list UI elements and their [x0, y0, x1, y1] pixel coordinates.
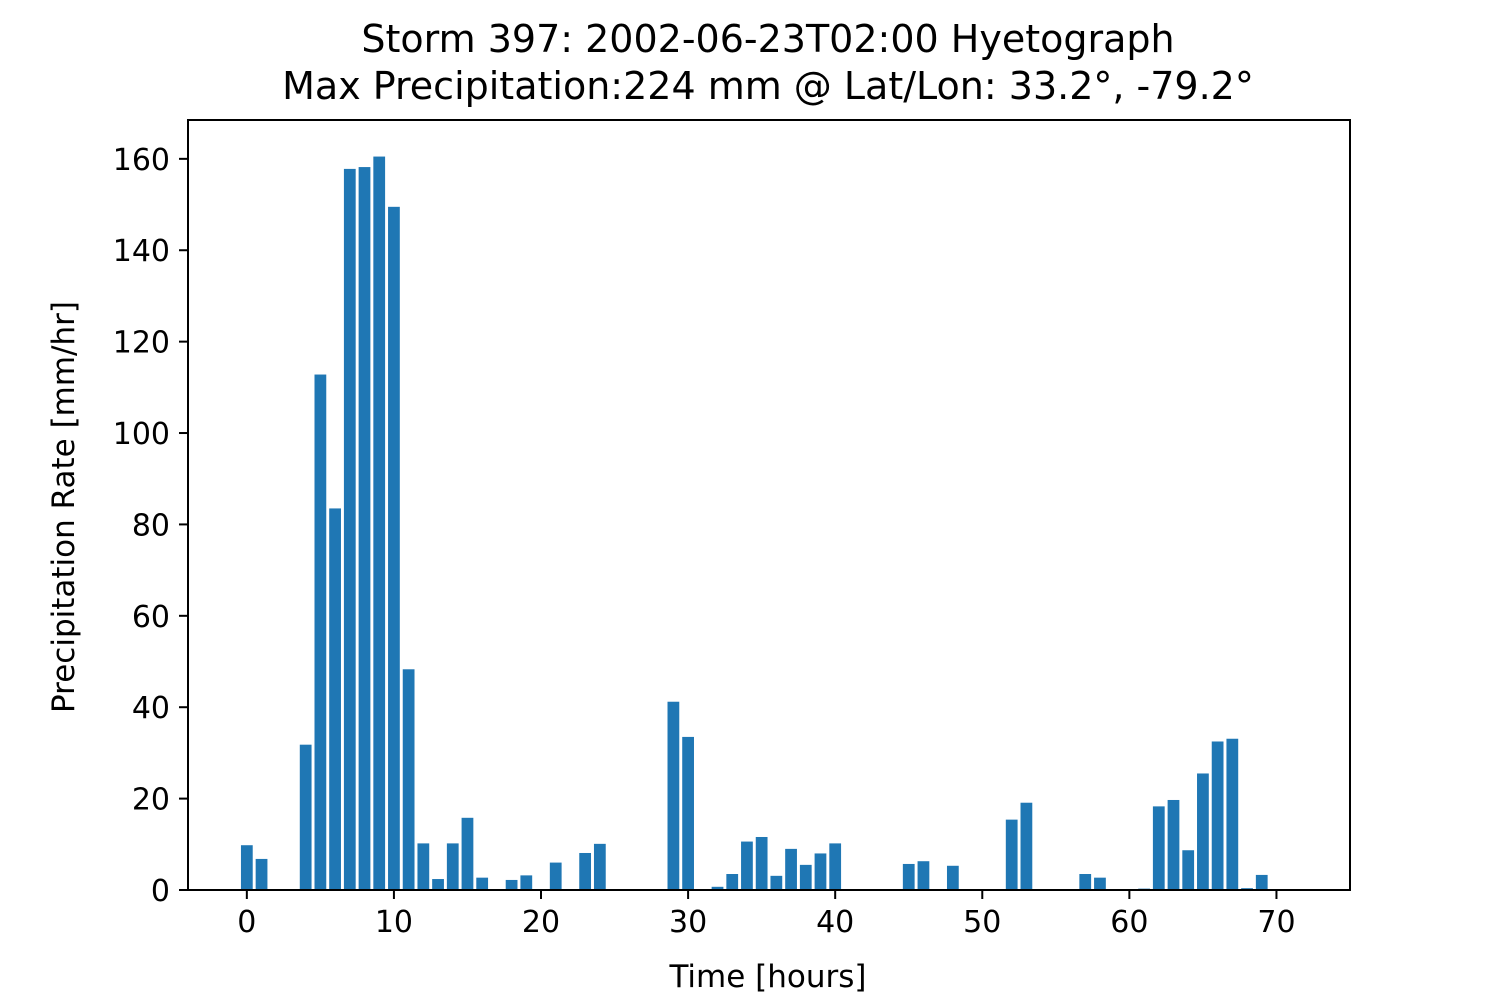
- bar-hour-21: [549, 862, 562, 890]
- y-tick-label: 100: [113, 417, 170, 452]
- bar-hour-7: [343, 168, 356, 891]
- x-tick-label: 0: [237, 905, 256, 940]
- y-tick-label: 120: [113, 326, 170, 361]
- y-tick-label: 80: [132, 508, 170, 543]
- bar-hour-8: [358, 167, 371, 891]
- bar-hour-11: [402, 669, 415, 890]
- bar-hour-16: [476, 877, 489, 890]
- bar-hour-46: [917, 861, 930, 890]
- bar-hour-48: [946, 865, 959, 890]
- x-tick-label: 50: [963, 905, 1001, 940]
- x-axis-ticks: 0 10 20 30 40 50 60 70: [237, 890, 1296, 940]
- bar-hour-29: [667, 701, 680, 890]
- bar-hour-9: [373, 156, 386, 890]
- x-tick-label: 30: [669, 905, 707, 940]
- bar-hour-33: [726, 874, 739, 890]
- bar-hour-24: [593, 843, 606, 890]
- bar-hour-65: [1197, 773, 1209, 890]
- bar-hour-40: [829, 843, 842, 890]
- x-axis-label: Time [hours]: [668, 959, 866, 995]
- bars-group: [240, 156, 1268, 891]
- bar-hour-57: [1079, 874, 1092, 890]
- bar-hour-13: [432, 879, 444, 890]
- x-tick-label: 70: [1257, 905, 1295, 940]
- plot-frame: [187, 119, 1351, 891]
- bar-hour-18: [505, 879, 518, 890]
- bar-hour-66: [1211, 741, 1224, 890]
- bar-hour-63: [1167, 799, 1180, 890]
- bar-hour-10: [388, 206, 400, 890]
- bar-hour-38: [799, 864, 812, 890]
- x-tick-label: 60: [1110, 905, 1148, 940]
- bar-hour-45: [902, 863, 915, 890]
- bar-hour-67: [1226, 738, 1239, 890]
- x-tick-label: 10: [375, 905, 413, 940]
- y-tick-label: 160: [113, 143, 170, 178]
- bar-hour-34: [741, 841, 753, 890]
- bar-hour-37: [785, 848, 797, 890]
- bar-hour-14: [446, 843, 459, 890]
- bar-hour-69: [1255, 874, 1268, 890]
- y-tick-label: 60: [132, 600, 170, 635]
- x-tick-label: 40: [816, 905, 854, 940]
- bar-hour-23: [579, 852, 592, 890]
- y-tick-label: 20: [132, 783, 170, 818]
- bar-hour-5: [314, 374, 327, 890]
- bar-hour-58: [1094, 877, 1106, 890]
- y-axis-label: Precipitation Rate [mm/hr]: [46, 301, 82, 713]
- bar-hour-62: [1152, 806, 1165, 890]
- chart-title: Storm 397: 2002-06-23T02:00 Hyetograph: [361, 17, 1174, 61]
- bar-hour-6: [329, 508, 341, 890]
- bar-hour-35: [755, 836, 768, 890]
- y-axis-ticks: 0 20 40 60 80 100 120 140 160: [113, 143, 188, 909]
- y-tick-label: 0: [151, 874, 170, 909]
- bar-hour-39: [814, 853, 827, 890]
- chart-subtitle: Max Precipitation:224 mm @ Lat/Lon: 33.2…: [282, 64, 1254, 108]
- bar-hour-12: [417, 843, 430, 890]
- bar-hour-19: [520, 875, 533, 890]
- bar-hour-53: [1020, 802, 1033, 890]
- bar-hour-52: [1005, 819, 1018, 890]
- bar-hour-32: [711, 886, 724, 890]
- bar-hour-4: [299, 744, 312, 890]
- x-tick-label: 20: [522, 905, 560, 940]
- y-tick-label: 140: [113, 234, 170, 269]
- bar-hour-30: [682, 736, 694, 890]
- bar-hour-36: [770, 875, 783, 890]
- y-tick-label: 40: [132, 691, 170, 726]
- bar-hour-64: [1182, 850, 1195, 890]
- bar-hour-15: [461, 817, 474, 890]
- bar-hour-1: [255, 858, 268, 890]
- bar-hour-0: [240, 845, 253, 890]
